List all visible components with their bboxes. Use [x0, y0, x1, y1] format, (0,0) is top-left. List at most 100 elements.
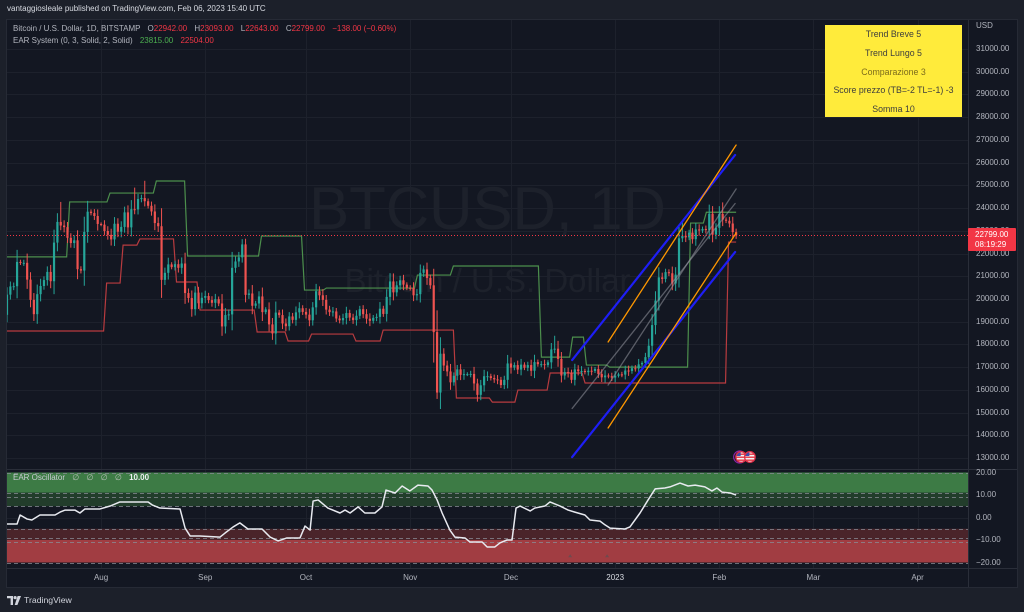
currency-label[interactable]: USD — [976, 21, 993, 30]
close-value: 22799.00 — [291, 24, 325, 33]
candle-body — [173, 264, 177, 268]
indicator-upper-value: 23815.00 — [139, 36, 174, 45]
last-price-badge: 22799.00 08:19:29 — [968, 228, 1016, 251]
candle-body — [315, 291, 318, 308]
oscillator-scale-label: 10.00 — [976, 490, 997, 499]
candle-body — [664, 272, 667, 279]
na-value: ∅ — [114, 473, 122, 482]
publish-info: vantaggiosleale published on TradingView… — [7, 4, 266, 13]
oscillator-pane-layer — [7, 470, 968, 568]
candle-body — [147, 201, 150, 206]
main-series-legend[interactable]: Bitcoin / U.S. Dollar, 1D, BITSTAMP O229… — [13, 24, 396, 34]
candle-body — [483, 376, 486, 386]
candle-body — [183, 263, 187, 294]
candle-body — [546, 362, 550, 366]
price-scale-label: 31000.00 — [976, 44, 1010, 53]
us-flag-event-icon[interactable] — [743, 451, 756, 463]
tradingview-brand[interactable]: TradingView — [7, 595, 72, 606]
candle-body — [399, 280, 402, 286]
candle-body — [133, 209, 136, 211]
candle-body — [110, 234, 113, 240]
candle-body — [556, 348, 560, 359]
indicator-legend[interactable]: EAR System (0, 3, Solid, 2, Solid) 23815… — [13, 36, 214, 46]
candle-body — [83, 231, 86, 271]
candle-body — [637, 364, 640, 369]
candle-body — [388, 281, 392, 297]
oscillator-scale-label: −10.00 — [976, 535, 1001, 544]
candle-body — [409, 287, 412, 289]
oscillator-legend[interactable]: EAR Oscillator ∅ ∅ ∅ ∅ 10.00 — [13, 473, 149, 483]
price-scale-label: 26000.00 — [976, 157, 1010, 167]
candle-body — [456, 369, 459, 376]
candle-body — [89, 211, 93, 214]
candle-body — [432, 285, 435, 333]
na-value: ∅ — [100, 473, 108, 482]
info-trend-breve: Trend Breve 5 — [865, 29, 922, 39]
candle-body — [204, 295, 207, 298]
price-scale-label: 24000.00 — [976, 203, 1010, 213]
candle-body — [261, 296, 264, 313]
price-scale-label: 29000.00 — [976, 89, 1010, 99]
candle-body — [718, 213, 721, 228]
candle-body — [66, 227, 69, 238]
ear-upper-line — [7, 180, 737, 368]
oscillator-pane[interactable] — [7, 470, 968, 568]
candle-body — [247, 293, 251, 295]
close-label: C — [285, 24, 292, 33]
candle-body — [657, 277, 660, 301]
time-scale-label: Mar — [806, 573, 821, 582]
flag-stripe — [744, 459, 755, 461]
candle-body — [714, 227, 718, 235]
candle-body — [721, 213, 724, 220]
candle-body — [59, 221, 62, 226]
candle-body — [86, 211, 89, 232]
main-pane-layer — [7, 20, 968, 469]
candle-body — [563, 372, 566, 376]
candle-body — [298, 308, 301, 313]
triangle-marker-icon — [605, 554, 610, 558]
candle-body — [607, 375, 610, 377]
indicator-title[interactable]: EAR System (0, 3, Solid, 2, Solid) — [13, 36, 133, 45]
candle-body — [140, 198, 143, 200]
candle-body — [503, 379, 506, 386]
candle-body — [304, 311, 308, 315]
candle-body — [19, 261, 22, 263]
candle-body — [170, 264, 173, 268]
candle-body — [318, 291, 321, 296]
candle-body — [157, 223, 160, 227]
candle-body — [590, 370, 593, 372]
candle-body — [412, 288, 415, 296]
candle-body — [9, 286, 12, 295]
price-scale-label: 21000.00 — [976, 271, 1010, 281]
candle-body — [42, 280, 46, 286]
price-scale-label: 25000.00 — [976, 180, 1010, 190]
candle-body — [331, 311, 335, 313]
candle-body — [435, 332, 439, 393]
candle-body — [627, 370, 630, 372]
candle-body — [462, 374, 466, 376]
channel-inner-lower-line — [607, 232, 737, 429]
candle-body — [661, 277, 664, 279]
candle-body — [553, 348, 556, 350]
candle-body — [22, 262, 25, 264]
candle-body — [274, 312, 277, 334]
candle-body — [254, 303, 257, 306]
candle-body — [288, 316, 291, 327]
indicator-lower-value: 22504.00 — [180, 36, 214, 45]
candle-body — [251, 293, 254, 306]
candle-body — [496, 379, 499, 381]
open-label: O — [147, 24, 154, 33]
candle-body — [267, 309, 271, 325]
candle-body — [415, 294, 419, 296]
candle-body — [301, 308, 304, 312]
oscillator-title[interactable]: EAR Oscillator — [13, 473, 66, 482]
candle-body — [32, 299, 35, 315]
candle-body — [442, 353, 445, 366]
candle-body — [355, 315, 358, 321]
candle-body — [577, 369, 580, 372]
candle-body — [241, 244, 244, 258]
candle-body — [200, 297, 203, 304]
candle-body — [163, 272, 167, 280]
symbol-title[interactable]: Bitcoin / U.S. Dollar, 1D, BITSTAMP — [13, 24, 141, 33]
main-chart-pane[interactable] — [7, 20, 968, 469]
